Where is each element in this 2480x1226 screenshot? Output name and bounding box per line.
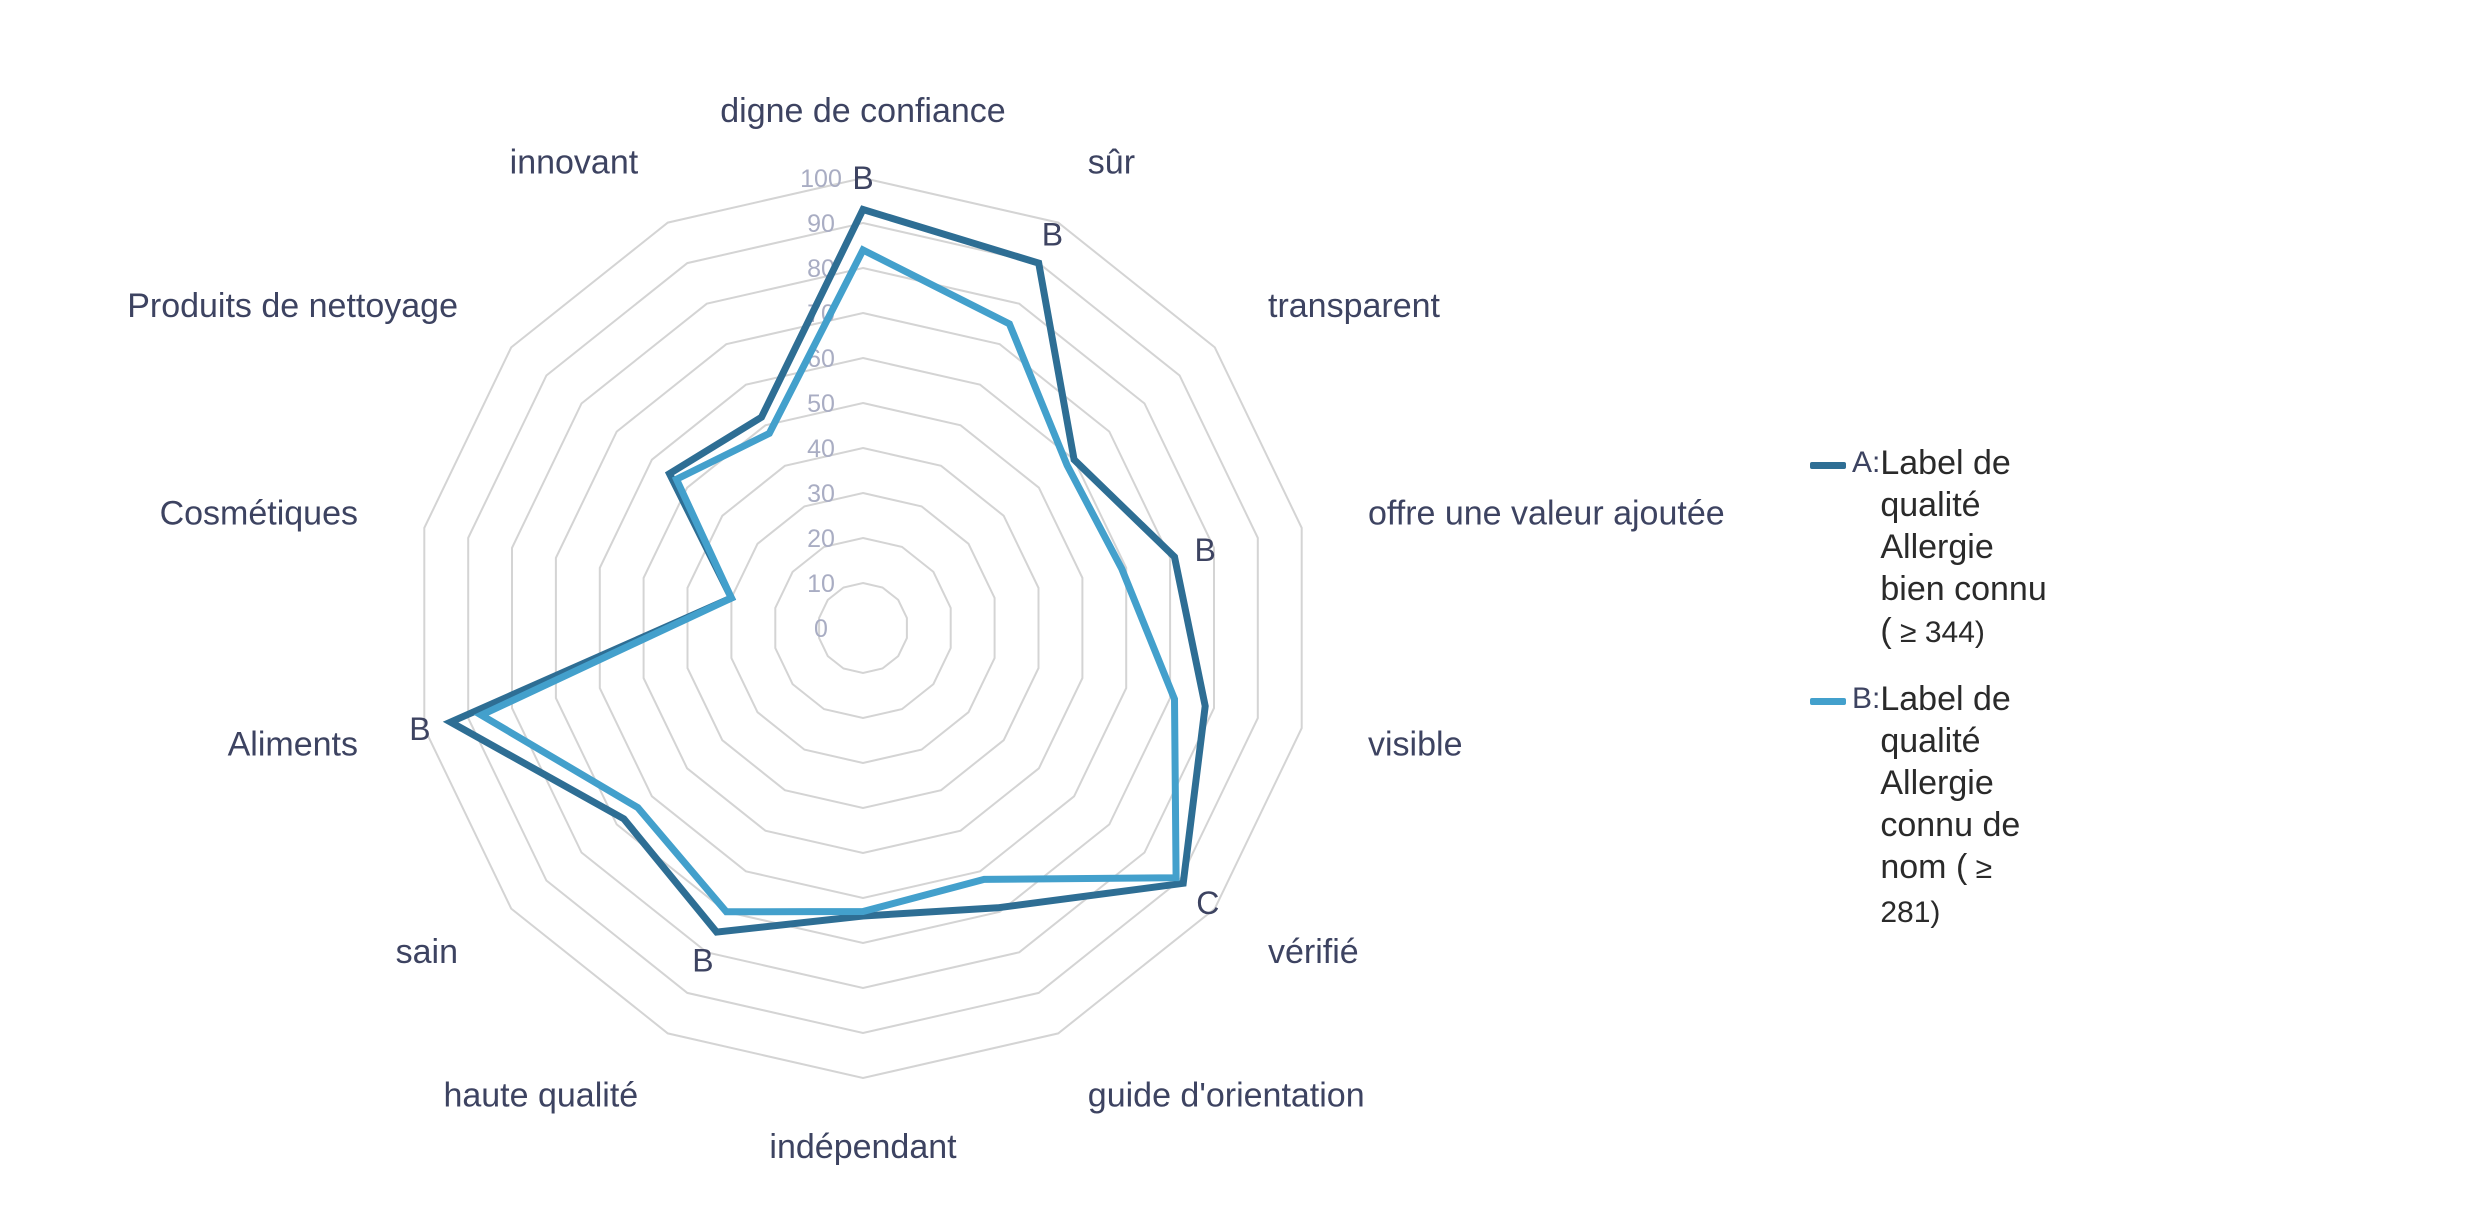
legend-letter-a: A: <box>1852 446 1881 479</box>
radial-tick-label: 0 <box>814 615 828 643</box>
legend-line1-a: Label de qualité Allergie <box>1880 444 2011 566</box>
radial-tick-label: 40 <box>807 435 835 463</box>
point-label: B <box>409 711 430 747</box>
legend-count-a: ≥ 344) <box>1891 616 1985 649</box>
axis-label: haute qualité <box>443 1077 638 1115</box>
legend-count-b: ≥ 281) <box>1880 852 1993 929</box>
point-label: B <box>1195 532 1216 568</box>
grid-ring-8 <box>511 266 1215 990</box>
point-label: B <box>692 943 713 979</box>
legend-text-a: Label de qualité Allergie bien connu ( ≥… <box>1880 442 2051 654</box>
series-lines <box>442 205 1209 936</box>
point-label: B <box>1042 217 1063 253</box>
point-labels: B B B C B B <box>409 160 1219 979</box>
legend-line2-text-b: connu de nom ( <box>1880 806 2021 886</box>
axis-label: sûr <box>1088 143 1135 181</box>
legend-item-b: B: Label de qualité Allergie connu de no… <box>1810 678 2051 934</box>
grid-ring-9 <box>467 221 1259 1035</box>
axis-labels: digne de confiance sûr transparent offre un… <box>127 92 1724 1166</box>
legend-line2-a: bien connu ( ≥ 344) <box>1880 568 2051 654</box>
legend-line2-b: connu de nom ( ≥ 281) <box>1880 804 2051 934</box>
legend-letter-b: B: <box>1852 682 1881 715</box>
axis-label: Cosmétiques <box>160 495 358 533</box>
axis-label: Produits de nettoyage <box>127 287 458 325</box>
axis-label: indépendant <box>769 1128 957 1166</box>
point-label: B <box>852 160 873 196</box>
radial-tick-label: 50 <box>807 390 835 418</box>
axis-label: Aliments <box>228 725 358 763</box>
legend-swatch-a <box>1810 462 1846 469</box>
radial-tick-label: 100 <box>800 165 842 193</box>
legend-text-b: Label de qualité Allergie connu de nom (… <box>1880 678 2051 934</box>
grid-ring-3 <box>730 491 996 765</box>
grid-ring-10 <box>423 176 1303 1080</box>
grid-ring-7 <box>554 311 1172 945</box>
radial-tick-label: 20 <box>807 525 835 553</box>
legend-line2-text-a: bien connu ( <box>1880 570 2047 650</box>
grid-ring-6 <box>598 356 1128 900</box>
grid-ring-1 <box>818 581 908 675</box>
radar-grid <box>423 176 1303 1080</box>
point-label: C <box>1196 885 1219 921</box>
axis-label: vérifié <box>1268 933 1359 971</box>
legend-item-a: A: Label de qualité Allergie bien connu … <box>1810 442 2051 654</box>
legend-swatch-b <box>1810 698 1846 705</box>
radial-tick-label: 30 <box>807 480 835 508</box>
axis-label: offre une valeur ajoutée <box>1368 495 1725 533</box>
radial-tick-label: 10 <box>807 570 835 598</box>
grid-ring-4 <box>686 446 1040 810</box>
radial-tick-label: 90 <box>807 210 835 238</box>
grid-ring-2 <box>774 536 952 720</box>
legend-line1-b: Label de qualité Allergie <box>1880 680 2011 802</box>
axis-label: visible <box>1368 725 1462 763</box>
grid-ring-5 <box>642 401 1084 855</box>
axis-label: sain <box>396 933 458 971</box>
axis-label: innovant <box>510 143 639 181</box>
axis-label: guide d'orientation <box>1088 1077 1365 1115</box>
axis-label: digne de confiance <box>720 92 1005 130</box>
axis-label: transparent <box>1268 287 1441 325</box>
